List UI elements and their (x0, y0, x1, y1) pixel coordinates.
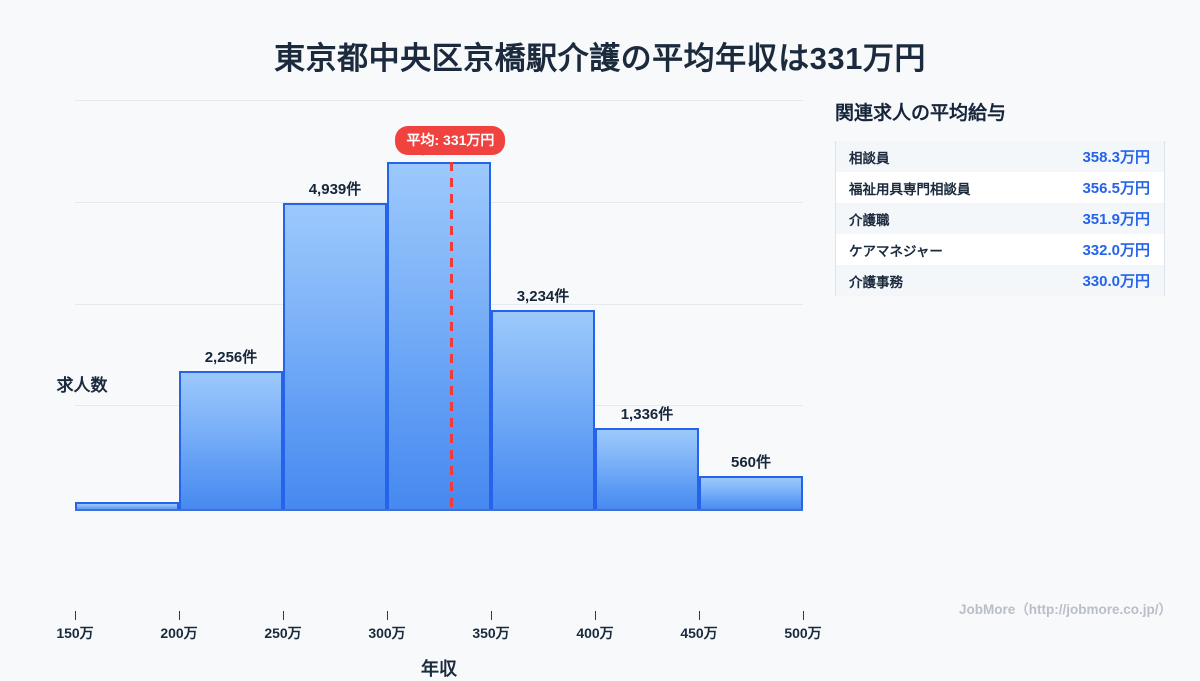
salary-row-value: 330.0万円 (1082, 273, 1150, 290)
table-row: 相談員 358.3万円 (836, 141, 1164, 172)
x-axis-tick-label: 300万 (368, 625, 406, 641)
average-badge: 平均: 331万円 (395, 126, 506, 155)
x-axis-tick (387, 611, 388, 620)
bar-value-label: 4,939件 (308, 181, 362, 199)
gridline (75, 100, 803, 101)
histogram-bar (699, 476, 803, 511)
x-axis-line (75, 509, 803, 511)
x-axis-tick (595, 611, 596, 620)
bar-value-label: 1,336件 (620, 405, 674, 423)
histogram-bar (387, 162, 491, 511)
x-axis-tick-label: 250万 (264, 625, 302, 641)
x-axis-tick-label: 200万 (160, 625, 198, 641)
salary-row-value: 332.0万円 (1082, 242, 1150, 259)
x-axis-tick (283, 611, 284, 620)
x-axis-tick (491, 611, 492, 620)
x-axis-ticks: 150万 200万 250万 300万 350万 400万 450万 500万 (56, 611, 822, 645)
x-axis-tick-label: 350万 (472, 625, 510, 641)
bar-value-label: 2,256件 (204, 348, 258, 366)
salary-row-name: 介護職 (849, 212, 890, 228)
watermark: JobMore（http://jobmore.co.jp/） (959, 602, 1172, 617)
related-salary-panel: 関連求人の平均給与 相談員 358.3万円福祉用具専門相談員 356.5万円介護職 3… (835, 98, 1165, 296)
related-salary-heading: 関連求人の平均給与 (835, 103, 1007, 124)
table-row: 介護職 351.9万円 (836, 203, 1164, 234)
salary-row-name: 福祉用具専門相談員 (849, 181, 971, 197)
salary-row-value: 351.9万円 (1082, 211, 1150, 228)
x-axis-tick (75, 611, 76, 620)
x-axis-title: 年収 (421, 659, 457, 679)
table-row: 介護事務 330.0万円 (836, 265, 1164, 296)
histogram-bar (491, 309, 595, 511)
x-axis-tick (699, 611, 700, 620)
histogram-bar (179, 370, 283, 511)
x-axis-tick-label: 500万 (784, 625, 822, 641)
bar-value-label: 560件 (730, 454, 772, 472)
x-axis-tick-label: 450万 (680, 625, 718, 641)
x-axis-tick (179, 611, 180, 620)
salary-row-name: ケアマネジャー (849, 243, 943, 259)
x-axis-tick-label: 150万 (56, 625, 94, 641)
salary-row-value: 358.3万円 (1082, 149, 1150, 166)
bar-value-label: 3,234件 (516, 287, 570, 305)
histogram-bar (595, 427, 699, 511)
average-line: 平均: 331万円 (395, 126, 506, 511)
related-salary-table: 相談員 358.3万円福祉用具専門相談員 356.5万円介護職 351.9万円ケアマネ… (835, 141, 1165, 296)
y-axis-title: 求人数 (56, 376, 108, 395)
salary-row-name: 相談員 (849, 150, 890, 166)
x-axis-tick-label: 400万 (576, 625, 614, 641)
histogram-bar (75, 502, 179, 511)
page-title: 東京都中央区京橋駅介護の平均年収は331万円 (274, 41, 926, 76)
table-row: ケアマネジャー 332.0万円 (836, 234, 1164, 265)
salary-row-value: 356.5万円 (1082, 180, 1150, 197)
x-axis-tick (803, 611, 804, 620)
table-row: 福祉用具専門相談員 356.5万円 (836, 172, 1164, 203)
histogram-bar (283, 203, 387, 511)
salary-row-name: 介護事務 (849, 274, 903, 290)
